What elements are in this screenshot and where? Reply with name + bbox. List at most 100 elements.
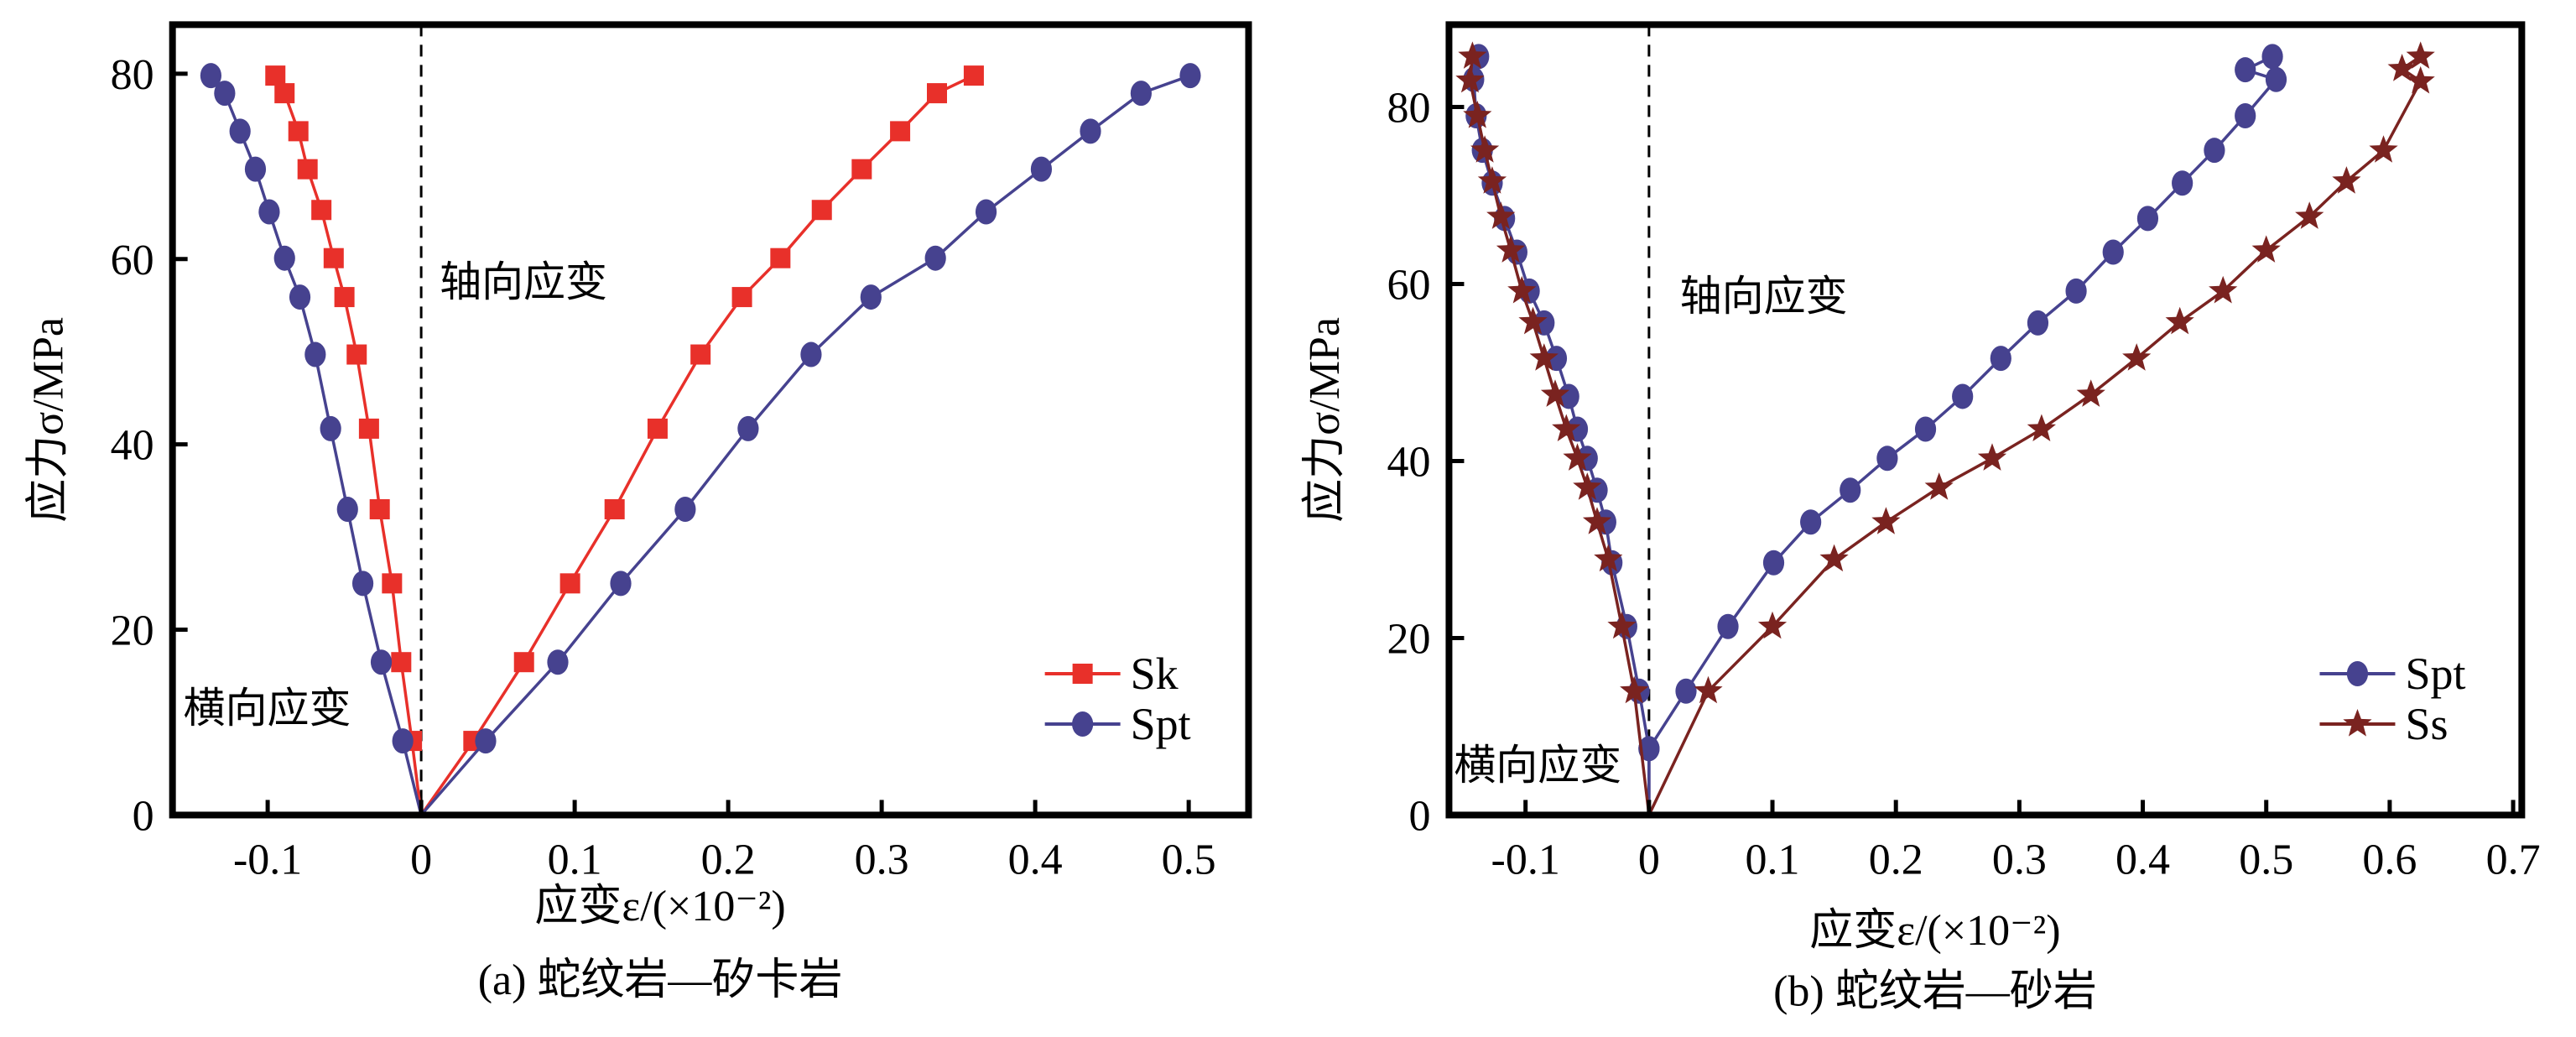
data-point-b-ss-lateral xyxy=(1455,65,1485,93)
x-tick-label-b: 0 xyxy=(1638,836,1660,883)
x-axis-label-b: 应变ε/(×10⁻²) xyxy=(1809,907,2060,955)
data-point-b-ss-lateral xyxy=(1620,675,1649,704)
data-point-b-ss-axial xyxy=(1757,611,1788,639)
annotation-b: 轴向应变 xyxy=(1680,273,1848,320)
data-point-a-sk-lateral xyxy=(288,121,309,142)
data-point-a-sk-lateral xyxy=(323,248,344,268)
data-point-b-spt-axial xyxy=(2204,138,2225,164)
x-tick-label-a: 0.4 xyxy=(1008,836,1063,883)
y-tick-label-b: 60 xyxy=(1387,261,1430,309)
data-point-b-ss-lateral xyxy=(1540,379,1570,407)
data-point-b-ss-lateral xyxy=(1582,507,1612,534)
data-point-a-sk-axial xyxy=(811,200,832,221)
data-point-b-ss-lateral xyxy=(1552,414,1581,441)
data-point-b-spt-axial xyxy=(1762,550,1785,576)
data-point-b-ss-axial xyxy=(2406,41,2435,69)
legend-label-a: Spt xyxy=(1131,699,1191,749)
data-point-b-spt-axial xyxy=(2235,57,2256,83)
data-point-a-spt-lateral xyxy=(392,728,414,754)
data-point-a-sk-axial xyxy=(963,65,984,86)
x-tick-label-b: 0.2 xyxy=(1869,836,1923,883)
x-axis-label-a: 应变ε/(×10⁻²) xyxy=(534,883,785,930)
x-tick-label-a: 0.5 xyxy=(1162,836,1216,883)
plot-area-b: -0.1 0 0.1 0.2 0.3 0.4 0.5 0.6 0.7 0 20 40 60 80 轴向应变横… xyxy=(1387,21,2541,883)
data-point-b-spt-axial xyxy=(2065,278,2087,304)
x-tick-label-a: -0.1 xyxy=(233,836,302,883)
data-point-a-sk-lateral xyxy=(369,498,390,519)
legend-label-a: Sk xyxy=(1131,649,1179,699)
caption-a: (a) 蛇纹岩—矽卡岩 xyxy=(478,956,843,1004)
data-point-b-ss-lateral xyxy=(1518,306,1548,335)
x-tick-label-b: 0.3 xyxy=(1992,836,2047,883)
data-point-b-ss-lateral xyxy=(1607,611,1637,639)
data-point-a-sk-axial xyxy=(770,248,791,268)
data-point-b-ss-axial xyxy=(1977,443,2007,471)
y-tick-label-a: 20 xyxy=(111,607,154,655)
data-point-a-sk-lateral xyxy=(382,573,403,594)
data-point-a-sk-axial xyxy=(851,159,872,180)
y-axis-label-a: 应力σ/MPa xyxy=(24,317,72,523)
data-point-b-ss-axial xyxy=(2165,306,2194,335)
x-tick-label-a: 0.3 xyxy=(855,836,909,883)
annotation-b: 横向应变 xyxy=(1454,742,1621,789)
y-tick-label-b: 80 xyxy=(1387,84,1430,132)
legend-marker-a xyxy=(1072,711,1094,737)
legend-marker-b xyxy=(2346,661,2369,687)
x-tick-label-a: 0.2 xyxy=(701,836,756,883)
x-tick-label-b: 0.5 xyxy=(2239,836,2293,883)
data-point-b-spt-axial xyxy=(2265,66,2287,92)
chart-panel-b: -0.1 0 0.1 0.2 0.3 0.4 0.5 0.6 0.7 0 20 40 60 80 轴向应变横… xyxy=(1301,21,2541,1016)
x-tick-label-b: 0.1 xyxy=(1746,836,1800,883)
data-point-a-spt-lateral xyxy=(320,415,341,441)
series-line-a-spt-axial xyxy=(419,74,1191,816)
data-point-b-ss-axial xyxy=(2406,65,2435,94)
data-point-b-spt-axial xyxy=(1876,446,1898,472)
data-point-a-spt-axial xyxy=(924,245,946,271)
data-point-b-ss-axial xyxy=(2251,235,2281,263)
axes-frame-a xyxy=(169,21,1252,819)
data-point-a-spt-axial xyxy=(860,284,882,310)
data-point-b-ss-axial xyxy=(2369,135,2398,163)
data-point-a-sk-axial xyxy=(731,287,752,308)
data-point-b-ss-axial xyxy=(1871,507,1901,534)
y-tick-label-a: 40 xyxy=(111,422,154,470)
data-point-b-ss-axial xyxy=(2387,54,2417,81)
data-point-a-sk-lateral xyxy=(274,83,295,104)
data-point-a-sk-axial xyxy=(559,573,580,594)
data-point-b-spt-axial xyxy=(2102,239,2124,265)
data-point-b-ss-lateral xyxy=(1458,41,1487,69)
data-point-b-spt-axial xyxy=(2235,103,2256,129)
data-point-a-spt-lateral xyxy=(289,284,311,310)
data-point-b-ss-lateral xyxy=(1529,343,1559,371)
data-point-b-ss-lateral xyxy=(1594,544,1623,572)
y-tick-label-a: 60 xyxy=(111,237,154,284)
data-point-a-spt-axial xyxy=(674,496,696,522)
data-point-b-ss-lateral xyxy=(1486,201,1516,229)
data-point-a-sk-axial xyxy=(890,121,911,142)
data-point-a-spt-axial xyxy=(475,728,497,754)
data-point-b-ss-axial xyxy=(2332,166,2361,194)
x-tick-label-b: 0.4 xyxy=(2115,836,2170,883)
y-tick-label-a: 80 xyxy=(111,51,154,99)
data-point-a-spt-lateral xyxy=(258,199,280,225)
y-tick-label-b: 40 xyxy=(1387,438,1430,486)
data-point-b-spt-axial xyxy=(2027,310,2049,336)
data-point-b-ss-axial xyxy=(1924,472,1954,500)
x-tick-label-b: 0.6 xyxy=(2362,836,2417,883)
data-point-b-ss-lateral xyxy=(1573,472,1602,500)
data-point-a-spt-lateral xyxy=(304,341,326,367)
data-point-b-spt-axial xyxy=(1675,678,1697,704)
y-axis-label-b: 应力σ/MPa xyxy=(1301,317,1349,523)
data-point-a-sk-axial xyxy=(690,344,711,365)
data-point-a-sk-lateral xyxy=(297,159,318,180)
axes-frame-b xyxy=(1445,21,2526,819)
x-tick-label-a: 0 xyxy=(410,836,432,883)
data-point-b-ss-axial xyxy=(2076,379,2105,407)
data-point-b-spt-axial xyxy=(1914,416,1937,442)
data-point-b-spt-axial xyxy=(1990,346,2011,372)
legend-label-b: Spt xyxy=(2405,649,2465,699)
